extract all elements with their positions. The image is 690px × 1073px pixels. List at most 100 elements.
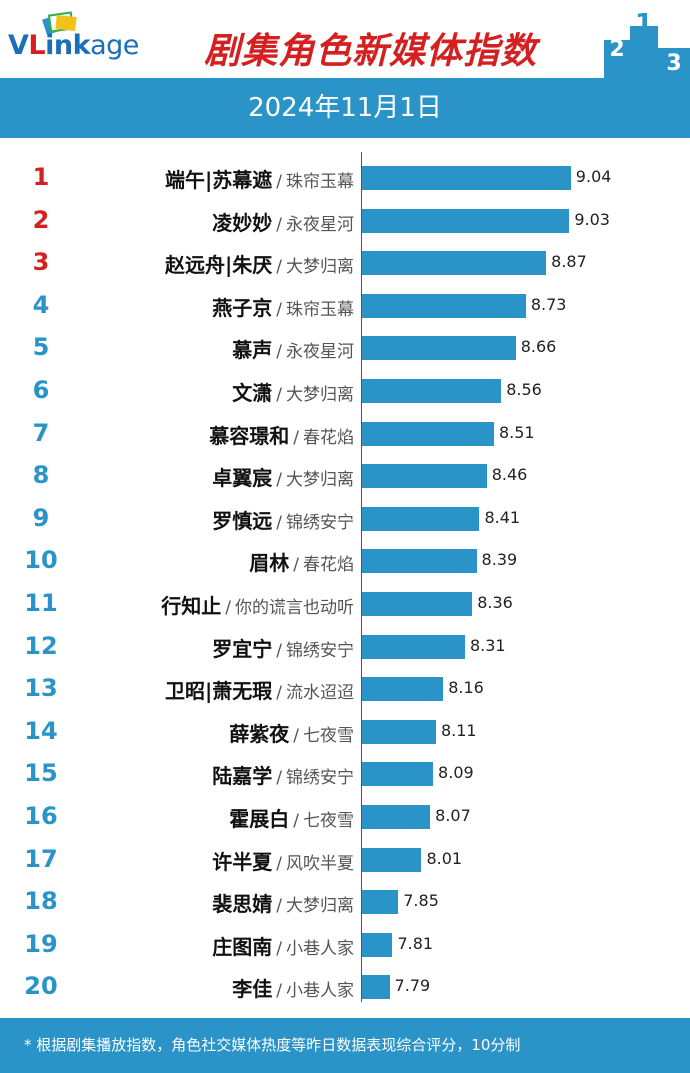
rank-number: 1 (32, 163, 50, 191)
row-label: 许半夏 / 风吹半夏 (212, 846, 354, 875)
logo-l: L (28, 30, 46, 61)
rank-number: 3 (32, 248, 50, 277)
label-separator: / (293, 427, 299, 448)
row-label: 文潇 / 大梦归离 (232, 377, 354, 406)
character-name: 薛紫夜 (229, 721, 290, 746)
footer-note-bar: * 根据剧集播放指数，角色社交媒体热度等昨日数据表现综合评分，10分制 (0, 1018, 690, 1073)
score-bar (362, 677, 444, 702)
row-label: 慕声 / 永夜星河 (232, 334, 354, 363)
score-bar (362, 890, 399, 915)
label-separator: / (293, 725, 299, 746)
drama-title: 春花焰 (303, 555, 354, 576)
score-value-label: 7.81 (397, 933, 434, 953)
label-separator: / (276, 640, 282, 661)
label-separator: / (276, 299, 282, 320)
rank-number: 11 (24, 589, 58, 617)
logo-v: V (8, 30, 29, 61)
row-label: 李佳 / 小巷人家 (232, 973, 354, 1002)
character-name: 庄图南 (212, 934, 273, 959)
logo-wordmark: VLinkage (8, 30, 139, 61)
row-label: 卓翼宸 / 大梦归离 (212, 462, 354, 491)
score-value-label: 9.03 (574, 209, 610, 229)
character-name: 赵远舟|朱厌 (164, 253, 273, 278)
score-bar (362, 336, 516, 361)
rank-number: 9 (32, 503, 50, 532)
label-separator: / (276, 938, 282, 959)
footer-note: * 根据剧集播放指数，角色社交媒体热度等昨日数据表现综合评分，10分制 (24, 1036, 521, 1054)
podium-icon: 2 1 3 (604, 10, 690, 78)
score-bar (362, 762, 434, 787)
character-name: 罗慎远 (212, 508, 273, 533)
score-value-label: 8.73 (530, 294, 567, 314)
label-separator: / (276, 385, 282, 405)
row-label: 端午|苏幕遮 / 珠帘玉幕 (165, 164, 354, 193)
ranking-chart: 1 端午|苏幕遮 / 珠帘玉幕 9.04 2 凌妙妙 / 永夜星河 9.03 3 赵远舟|朱厌 / 大梦归… (0, 148, 690, 1008)
score-bar (362, 208, 570, 233)
character-name: 文潇 (232, 381, 273, 405)
rank-number: 12 (24, 631, 58, 660)
score-bar (362, 975, 390, 1000)
score-bar (362, 251, 547, 276)
date-banner: 2024年11月1日 (0, 78, 690, 138)
drama-title: 永夜星河 (286, 342, 354, 363)
score-value-label: 8.36 (477, 593, 513, 612)
character-name: 卓翼宸 (212, 466, 273, 491)
character-name: 端午|苏幕遮 (164, 168, 273, 192)
score-bar (362, 506, 480, 531)
character-name: 慕容璟和 (209, 423, 290, 448)
label-separator: / (276, 214, 282, 235)
drama-title: 七夜雪 (303, 811, 354, 831)
character-name: 慕声 (232, 338, 273, 363)
rank-number: 5 (32, 333, 50, 362)
row-label: 庄图南 / 小巷人家 (212, 931, 354, 960)
score-bar (362, 847, 422, 872)
row-label: 罗宜宁 / 锦绣安宁 (212, 633, 354, 662)
character-name: 凌妙妙 (212, 210, 273, 235)
drama-title: 七夜雪 (303, 725, 354, 746)
score-value-label: 8.87 (551, 252, 587, 272)
score-value-label: 8.51 (498, 422, 535, 442)
rank-number: 16 (24, 802, 58, 830)
drama-title: 锦绣安宁 (286, 640, 354, 661)
label-separator: / (293, 555, 299, 576)
rank-number: 13 (24, 674, 58, 703)
label-separator: / (276, 683, 282, 704)
row-label: 眉林 / 春花焰 (249, 547, 354, 576)
rank-number: 4 (32, 290, 50, 319)
drama-title: 大梦归离 (286, 470, 354, 491)
score-value-label: 8.56 (506, 380, 542, 399)
drama-title: 大梦归离 (286, 257, 354, 278)
rank-number: 6 (32, 376, 50, 404)
header: VLinkage 剧集角色新媒体指数 2 1 3 (0, 0, 690, 78)
row-label: 陆嘉学 / 锦绣安宁 (212, 760, 354, 789)
row-label: 薛紫夜 / 七夜雪 (229, 718, 354, 747)
rank-number: 10 (24, 546, 58, 575)
row-label: 卫昭|萧无瑕 / 流水迢迢 (165, 675, 354, 704)
label-separator: / (276, 172, 282, 192)
drama-title: 风吹半夏 (286, 853, 354, 874)
logo-cards-icon (42, 11, 77, 36)
label-separator: / (276, 257, 282, 278)
label-separator: / (276, 981, 282, 1002)
score-bar (362, 592, 473, 616)
character-name: 李佳 (232, 977, 273, 1002)
podium-third: 3 (666, 51, 681, 76)
character-name: 行知止 (161, 594, 222, 618)
rank-number: 18 (24, 887, 58, 916)
drama-title: 锦绣安宁 (286, 768, 354, 789)
rank-number: 8 (32, 461, 50, 490)
label-separator: / (276, 470, 282, 491)
score-value-label: 8.41 (484, 507, 521, 527)
row-label: 行知止 / 你的谎言也动听 (161, 590, 354, 619)
podium-second: 2 (609, 37, 624, 62)
rank-number: 7 (32, 418, 50, 447)
date-label: 2024年11月1日 (248, 93, 442, 123)
page-title: 剧集角色新媒体指数 (204, 31, 538, 72)
score-value-label: 8.01 (426, 848, 463, 868)
label-separator: / (276, 768, 282, 789)
vlinkage-logo: VLinkage (8, 8, 158, 72)
logo-age: age (90, 30, 139, 61)
rank-number: 19 (24, 929, 58, 958)
rank-number: 17 (24, 844, 58, 873)
chart-axis-line (361, 152, 362, 1002)
